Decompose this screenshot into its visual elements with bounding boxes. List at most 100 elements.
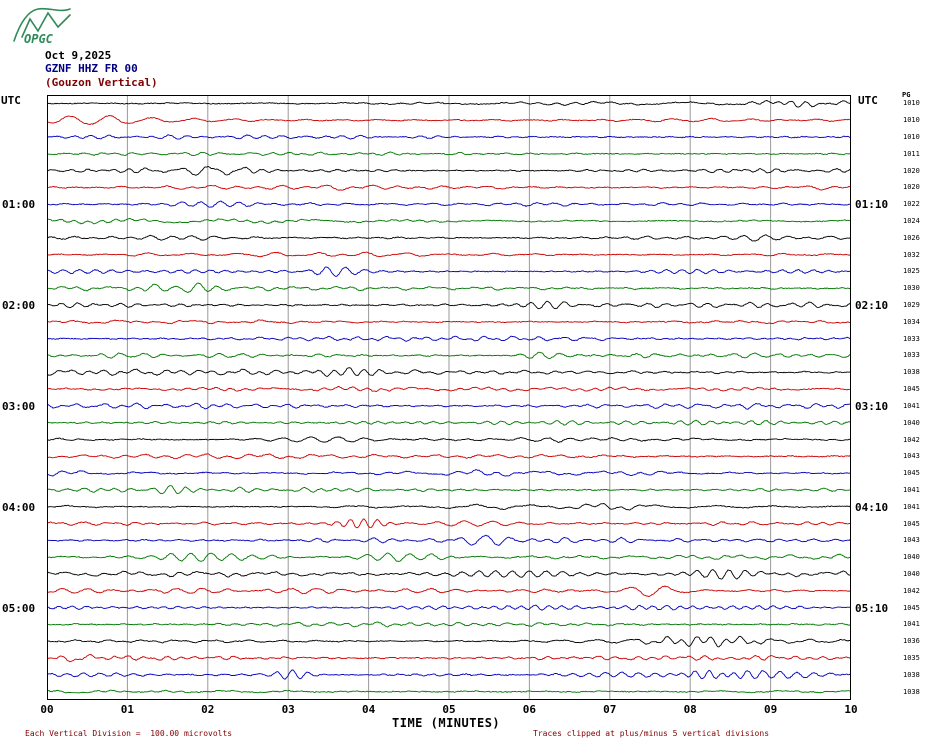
right-value-03:20: 1042 bbox=[903, 435, 920, 444]
hour-label-left-04:00: 04:00 bbox=[2, 500, 36, 514]
x-tick-08: 08 bbox=[683, 703, 697, 716]
hour-label-right-04:10: 04:10 bbox=[855, 500, 889, 514]
seismo-trace-01:00 bbox=[46, 200, 852, 208]
seismo-trace-02:10 bbox=[47, 319, 852, 325]
seismo-trace-03:00 bbox=[46, 402, 852, 410]
right-value-05:40: 1038 bbox=[903, 670, 920, 679]
right-value-05:00: 1045 bbox=[903, 603, 920, 612]
seismo-trace-05:10 bbox=[47, 621, 852, 628]
x-tick-07: 07 bbox=[603, 703, 617, 716]
x-tick-09: 09 bbox=[763, 703, 778, 716]
seismo-trace-04:00 bbox=[46, 503, 852, 511]
right-value-05:20: 1036 bbox=[903, 637, 920, 646]
hour-label-left-02:00: 02:00 bbox=[2, 299, 36, 313]
right-value-00:20: 1010 bbox=[903, 133, 920, 141]
opgc-logo: OPGC bbox=[13, 7, 71, 46]
seismo-trace-00:30 bbox=[46, 151, 852, 157]
utc-label-right: UTC bbox=[858, 94, 878, 107]
right-value-03:10: 1040 bbox=[903, 418, 920, 427]
right-value-01:30: 1032 bbox=[903, 250, 920, 259]
seismo-trace-03:50 bbox=[46, 485, 851, 495]
right-value-04:00: 1041 bbox=[903, 502, 920, 511]
right-value-01:50: 1030 bbox=[903, 284, 920, 293]
plot-border bbox=[47, 95, 851, 700]
seismo-trace-05:00 bbox=[46, 604, 852, 611]
right-value-02:20: 1033 bbox=[903, 334, 920, 343]
footnote-scale: Each Vertical Division = 100.00 microvol… bbox=[25, 729, 233, 738]
right-value-00:50: 1020 bbox=[903, 183, 920, 192]
logo-text: OPGC bbox=[24, 32, 54, 46]
seismo-trace-01:50 bbox=[46, 282, 852, 293]
x-tick-06: 06 bbox=[522, 703, 537, 716]
right-value-03:40: 1045 bbox=[903, 469, 920, 478]
utc-label-left: UTC bbox=[1, 94, 21, 107]
x-tick-04: 04 bbox=[361, 703, 376, 716]
right-value-05:10: 1041 bbox=[903, 620, 920, 629]
seismo-trace-02:40 bbox=[46, 367, 852, 377]
right-value-00:00: 1010 bbox=[903, 99, 920, 108]
right-value-03:30: 1043 bbox=[903, 452, 920, 461]
x-axis-title: TIME (MINUTES) bbox=[392, 716, 501, 730]
right-value-01:20: 1026 bbox=[903, 233, 920, 242]
hour-label-left-01:00: 01:00 bbox=[2, 198, 36, 212]
right-value-04:30: 1040 bbox=[903, 553, 920, 562]
seismo-trace-04:20 bbox=[46, 534, 852, 546]
seismo-trace-01:20 bbox=[47, 234, 852, 242]
footnote-clip: Traces clipped at plus/minus 5 vertical … bbox=[533, 729, 770, 738]
logo-path bbox=[13, 7, 71, 42]
right-value-04:40: 1040 bbox=[903, 569, 920, 578]
x-tick-10: 10 bbox=[844, 703, 858, 716]
hour-label-right-03:10: 03:10 bbox=[855, 399, 889, 413]
seismo-trace-00:10 bbox=[46, 114, 852, 126]
right-value-00:30: 1011 bbox=[903, 149, 920, 158]
right-value-02:50: 1045 bbox=[903, 385, 920, 394]
hour-label-left-05:00: 05:00 bbox=[2, 601, 36, 615]
seismo-trace-02:20 bbox=[46, 335, 851, 342]
hour-label-right-02:10: 02:10 bbox=[855, 299, 889, 313]
hour-label-right-01:10: 01:10 bbox=[855, 198, 889, 212]
x-tick-03: 03 bbox=[281, 703, 295, 716]
right-value-02:40: 1038 bbox=[903, 368, 920, 377]
seismo-trace-00:20 bbox=[47, 134, 852, 140]
seismo-trace-00:00 bbox=[46, 100, 852, 108]
seismo-trace-04:40 bbox=[46, 569, 852, 580]
hour-label-right-05:10: 05:10 bbox=[855, 601, 889, 615]
right-value-00:10: 1010 bbox=[903, 116, 920, 125]
hour-label-left-03:00: 03:00 bbox=[2, 399, 36, 413]
seismo-trace-01:40 bbox=[46, 266, 852, 277]
seismo-trace-04:50 bbox=[46, 585, 852, 598]
right-value-02:00: 1029 bbox=[903, 301, 920, 310]
right-value-02:30: 1033 bbox=[903, 351, 920, 360]
right-value-01:00: 1022 bbox=[903, 200, 920, 209]
seismo-trace-02:00 bbox=[46, 300, 852, 310]
right-value-03:00: 1041 bbox=[903, 401, 920, 410]
right-value-05:30: 1035 bbox=[903, 653, 920, 662]
seismo-trace-04:30 bbox=[46, 552, 852, 562]
right-value-04:50: 1042 bbox=[903, 586, 920, 595]
seismo-trace-05:20 bbox=[46, 635, 852, 648]
seismo-trace-03:20 bbox=[46, 436, 852, 443]
date-label: Oct 9,2025 bbox=[45, 49, 112, 62]
station-label: GZNF HHZ FR 00 bbox=[45, 62, 138, 75]
seismo-trace-01:30 bbox=[46, 251, 852, 258]
channel-description: (Gouzon Vertical) bbox=[45, 76, 158, 89]
right-value-02:10: 1034 bbox=[903, 317, 920, 326]
seismo-trace-00:50 bbox=[46, 184, 852, 191]
seismo-trace-04:10 bbox=[46, 518, 852, 529]
right-value-01:40: 1025 bbox=[903, 267, 920, 276]
seismo-trace-03:40 bbox=[47, 469, 852, 477]
x-tick-02: 02 bbox=[201, 703, 215, 716]
seismo-trace-01:10 bbox=[46, 217, 851, 225]
seismo-trace-05:30 bbox=[46, 654, 852, 663]
x-tick-00: 00 bbox=[40, 703, 54, 716]
right-value-01:10: 1024 bbox=[903, 217, 920, 226]
right-value-04:10: 1045 bbox=[903, 519, 920, 528]
helicorder-canvas bbox=[46, 95, 852, 700]
seismo-trace-03:30 bbox=[46, 453, 852, 460]
seismo-trace-05:50 bbox=[46, 689, 852, 694]
seismo-trace-03:10 bbox=[46, 419, 852, 426]
seismo-trace-02:50 bbox=[46, 386, 852, 393]
x-tick-05: 05 bbox=[442, 703, 456, 716]
